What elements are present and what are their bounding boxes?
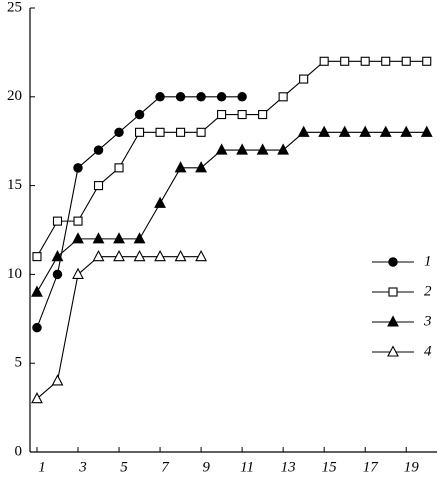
- data-point: [32, 322, 42, 333]
- data-point: [420, 125, 433, 137]
- data-point: [31, 285, 43, 297]
- data-point: [73, 216, 83, 226]
- data-point: [216, 92, 227, 102]
- data-point: [113, 249, 125, 262]
- data-point: [215, 143, 228, 155]
- data-point: [297, 125, 310, 137]
- data-point: [73, 163, 83, 173]
- data-point: [256, 143, 269, 155]
- y-tick-label: 0: [15, 443, 23, 459]
- data-point: [72, 232, 84, 244]
- y-tick-label: 10: [7, 266, 22, 282]
- data-point: [319, 56, 329, 66]
- data-point: [134, 109, 145, 120]
- y-tick-label: 5: [15, 355, 23, 371]
- data-point: [92, 249, 105, 262]
- x-tick-label: 7: [161, 459, 170, 475]
- x-tick-label: 15: [322, 459, 338, 475]
- legend-label: 2: [424, 283, 432, 299]
- data-point: [299, 74, 309, 84]
- data-point: [196, 127, 206, 137]
- data-point: [422, 56, 432, 66]
- data-point: [359, 125, 372, 137]
- data-point: [31, 392, 43, 404]
- data-point: [338, 125, 351, 137]
- data-point: [114, 127, 124, 138]
- series-line: [36, 60, 427, 257]
- x-tick-label: 9: [202, 459, 210, 475]
- data-point: [134, 127, 145, 137]
- x-tick-label: 1: [38, 459, 46, 475]
- data-point: [176, 127, 186, 137]
- data-point: [195, 161, 207, 173]
- data-point: [32, 252, 42, 262]
- x-tick-label: 3: [78, 459, 87, 475]
- data-point: [52, 216, 63, 226]
- data-point: [278, 92, 288, 102]
- series-line: [36, 256, 202, 400]
- data-point: [133, 249, 146, 262]
- x-tick-label: 19: [404, 459, 420, 475]
- data-point: [51, 249, 64, 262]
- data-point: [258, 110, 268, 120]
- legend-marker: [387, 315, 399, 327]
- data-point: [155, 127, 165, 137]
- data-point: [133, 232, 146, 244]
- data-point: [113, 232, 125, 244]
- data-point: [154, 249, 166, 262]
- data-point: [318, 125, 331, 137]
- legend-label: 4: [424, 343, 432, 359]
- x-tick-label: 17: [363, 459, 380, 475]
- data-point: [72, 267, 84, 279]
- x-tick-label: 11: [240, 459, 254, 475]
- x-tick-label: 13: [281, 459, 296, 475]
- data-point: [51, 374, 64, 386]
- legend-marker: [387, 345, 399, 357]
- data-point: [277, 143, 290, 155]
- data-point: [52, 269, 63, 280]
- data-point: [93, 181, 104, 191]
- data-point: [401, 56, 411, 66]
- y-tick-label: 20: [7, 88, 22, 104]
- data-point: [114, 163, 124, 173]
- x-tick-label: 5: [120, 459, 128, 475]
- data-point: [93, 145, 104, 155]
- data-point: [237, 92, 247, 102]
- legend-label: 3: [423, 313, 432, 329]
- data-point: [175, 92, 186, 102]
- data-point: [92, 232, 105, 244]
- legend-marker: [388, 257, 398, 267]
- data-point: [217, 110, 227, 120]
- data-point: [154, 196, 166, 208]
- data-point: [174, 161, 187, 173]
- data-point: [174, 249, 187, 262]
- data-point: [195, 249, 207, 262]
- legend-label: 1: [424, 253, 432, 269]
- data-point: [400, 125, 413, 137]
- data-point: [155, 92, 165, 102]
- data-point: [237, 110, 247, 120]
- series-line: [36, 131, 427, 293]
- y-tick-label: 25: [7, 0, 22, 15]
- data-point: [360, 56, 370, 66]
- data-point: [236, 143, 249, 155]
- data-point: [196, 92, 206, 102]
- data-point: [340, 56, 350, 66]
- data-point: [379, 125, 392, 137]
- y-tick-label: 15: [7, 177, 22, 193]
- legend-marker: [388, 287, 398, 297]
- data-point: [381, 56, 391, 66]
